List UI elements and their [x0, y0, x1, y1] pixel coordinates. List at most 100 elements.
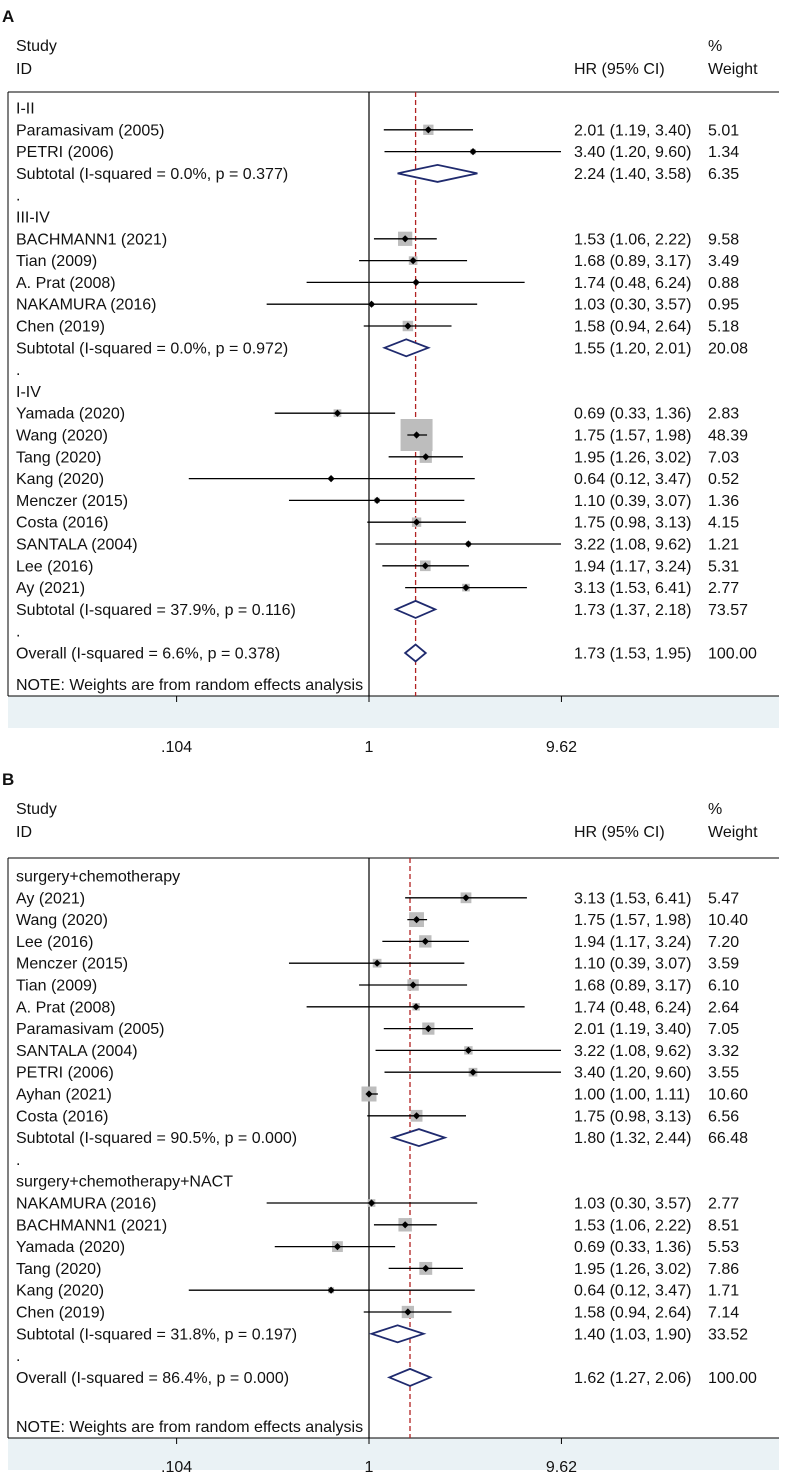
- panel-a-ci-text: 1.75 (1.57, 1.98): [574, 428, 691, 445]
- panel-a-point-estimate: [373, 496, 381, 504]
- panel-a-point-estimate: [462, 584, 470, 592]
- panel-b-point-estimate: [424, 1025, 432, 1033]
- panel-b-ci-text: 1.62 (1.27, 2.06): [574, 1370, 691, 1387]
- panel-b-ci-text: 1.03 (0.30, 3.57): [574, 1196, 691, 1213]
- panel-a-row-label-subtotal: Subtotal (I-squared = 0.0%, p = 0.377): [16, 166, 288, 183]
- panel-a-row-label-study: SANTALA (2004): [16, 537, 138, 554]
- panel-a-row-label-study: Paramasivam (2005): [16, 122, 165, 139]
- panel-b-note: NOTE: Weights are from random effects an…: [16, 1419, 363, 1436]
- panel-b-weight-text: 66.48: [708, 1130, 748, 1147]
- panel-b-weight-text: 10.40: [708, 912, 748, 929]
- panel-b-point-estimate: [422, 1264, 430, 1272]
- panel-a-header-pct: %: [708, 38, 722, 55]
- panel-b-row-label-spacer: .: [16, 1348, 20, 1365]
- panel-a-weight-text: 73.57: [708, 602, 748, 619]
- panel-b-weight-text: 6.56: [708, 1108, 739, 1125]
- panel-a-row-label-study: Kang (2020): [16, 471, 104, 488]
- panel-b-ci-text: 3.40 (1.20, 9.60): [574, 1065, 691, 1082]
- panel-b-ci-text: 1.94 (1.17, 3.24): [574, 934, 691, 951]
- panel-a-weight-text: 6.35: [708, 166, 739, 183]
- panel-a-ci-text: 1.58 (0.94, 2.64): [574, 319, 691, 336]
- panel-b-ci-text: 1.00 (1.00, 1.11): [574, 1087, 690, 1104]
- panel-a-ci-text: 2.24 (1.40, 3.58): [574, 166, 691, 183]
- panel-a-weight-text: 0.95: [708, 297, 739, 314]
- panel-a-point-estimate: [412, 431, 421, 439]
- panel-b-row-label-subtotal: Subtotal (I-squared = 31.8%, p = 0.197): [16, 1326, 297, 1343]
- panel-a-row-label-study: Lee (2016): [16, 558, 93, 575]
- panel-a-weight-text: 1.34: [708, 144, 739, 161]
- panel-a-subtotal-diamond: [382, 338, 431, 358]
- panel-b-point-estimate: [421, 937, 429, 945]
- panel-a-row-label-study: Wang (2020): [16, 428, 108, 445]
- panel-a-weight-text: 2.77: [708, 580, 739, 597]
- panel-b-point-estimate: [464, 1046, 472, 1054]
- panel-b-ci-text: 1.74 (0.48, 6.24): [574, 999, 691, 1016]
- panel-b-row-label-study: SANTALA (2004): [16, 1043, 138, 1060]
- panel-b-weight-text: 8.51: [708, 1217, 739, 1234]
- panel-b-row-label-study: Tian (2009): [16, 978, 97, 995]
- panel-b-point-estimate: [462, 894, 470, 902]
- panel-a-row-label-subtotal: Subtotal (I-squared = 37.9%, p = 0.116): [16, 602, 296, 619]
- panel-b-ci-text: 1.68 (0.89, 3.17): [574, 978, 691, 995]
- panel-b-point-estimate: [333, 1243, 342, 1251]
- panel-a-ci-text: 3.22 (1.08, 9.62): [574, 537, 691, 554]
- panel-a-weight-text: 0.52: [708, 471, 739, 488]
- panel-b-row-label-study: Lee (2016): [16, 934, 93, 951]
- panel-b-point-estimate: [404, 1308, 412, 1316]
- panel-a-ci-text: 1.74 (0.48, 6.24): [574, 275, 691, 292]
- panel-b-axis-band: [8, 1438, 779, 1470]
- panel-a-point-estimate: [412, 518, 421, 526]
- panel-b-tick-label: .104: [161, 1459, 192, 1476]
- panel-a-ci-text: 1.94 (1.17, 3.24): [574, 558, 691, 575]
- panel-b-row-label-study: Paramasivam (2005): [16, 1021, 165, 1038]
- panel-b-point-estimate: [412, 1003, 420, 1011]
- panel-b-row-label-study: Menczer (2015): [16, 956, 128, 973]
- panel-b-weight-text: 100.00: [708, 1370, 757, 1387]
- panel-b-tick-label: 9.62: [546, 1459, 577, 1476]
- panel-b-row-label-spacer: .: [16, 1152, 20, 1169]
- panel-a-header-weight: Weight: [708, 61, 758, 78]
- panel-b-ci-text: 1.53 (1.06, 2.22): [574, 1217, 691, 1234]
- panel-a-row-label-study: Ay (2021): [16, 580, 85, 597]
- panel-a-row-label-group: III-IV: [16, 210, 50, 227]
- panel-a-ci-text: 1.95 (1.26, 3.02): [574, 449, 691, 466]
- panel-b-row-label-subtotal: Subtotal (I-squared = 90.5%, p = 0.000): [16, 1130, 297, 1147]
- panel-a-row-label-study: Tang (2020): [16, 449, 101, 466]
- panel-b-ci-text: 0.64 (0.12, 3.47): [574, 1283, 691, 1300]
- panel-b-weight-text: 10.60: [708, 1087, 748, 1104]
- panel-a-row-label-study: A. Prat (2008): [16, 275, 116, 292]
- panel-b-row-label-study: Ay (2021): [16, 890, 85, 907]
- panel-b-row-label-study: Wang (2020): [16, 912, 108, 929]
- panel-a-row-label-study: Menczer (2015): [16, 493, 128, 510]
- panel-a-ci-text: 3.13 (1.53, 6.41): [574, 580, 691, 597]
- panel-a-point-estimate: [333, 409, 342, 417]
- panel-a-row-label-study: Yamada (2020): [16, 406, 125, 423]
- panel-a-row-label-subtotal: Subtotal (I-squared = 0.0%, p = 0.972): [16, 340, 288, 357]
- panel-a-point-estimate: [422, 453, 430, 461]
- panel-b-header-study: Study: [16, 801, 57, 818]
- panel-b-weight-text: 1.71: [708, 1283, 739, 1300]
- panel-a-row-label-spacer: .: [16, 188, 20, 205]
- panel-a-point-estimate: [401, 235, 409, 243]
- panel-a-weight-text: 2.83: [708, 406, 739, 423]
- panel-b-row-label-study: NAKAMURA (2016): [16, 1196, 157, 1213]
- panel-a-label: A: [2, 7, 14, 26]
- panel-a-ci-text: 0.69 (0.33, 1.36): [574, 406, 691, 423]
- panel-a-point-estimate: [421, 562, 429, 570]
- panel-a-point-estimate: [327, 475, 335, 483]
- panel-a-weight-text: 20.08: [708, 340, 748, 357]
- panel-a-point-estimate: [409, 257, 417, 265]
- panel-a-ci-text: 1.55 (1.20, 2.01): [574, 340, 691, 357]
- panel-a-header-study: Study: [16, 38, 57, 55]
- panel-a-note: NOTE: Weights are from random effects an…: [16, 677, 363, 694]
- panel-a-row-label-group: I-IV: [16, 384, 41, 401]
- panel-b-row-label-study: PETRI (2006): [16, 1065, 114, 1082]
- panel-a-weight-text: 1.36: [708, 493, 739, 510]
- panel-b-weight-text: 3.55: [708, 1065, 739, 1082]
- panel-b-point-estimate: [412, 916, 421, 924]
- panel-a-row-label-spacer: .: [16, 624, 20, 641]
- panel-b-tick-label: 1: [365, 1459, 374, 1476]
- panel-a-weight-text: 0.88: [708, 275, 739, 292]
- panel-a-subtotal-diamond: [397, 163, 478, 183]
- panel-a-header-id: ID: [16, 61, 32, 78]
